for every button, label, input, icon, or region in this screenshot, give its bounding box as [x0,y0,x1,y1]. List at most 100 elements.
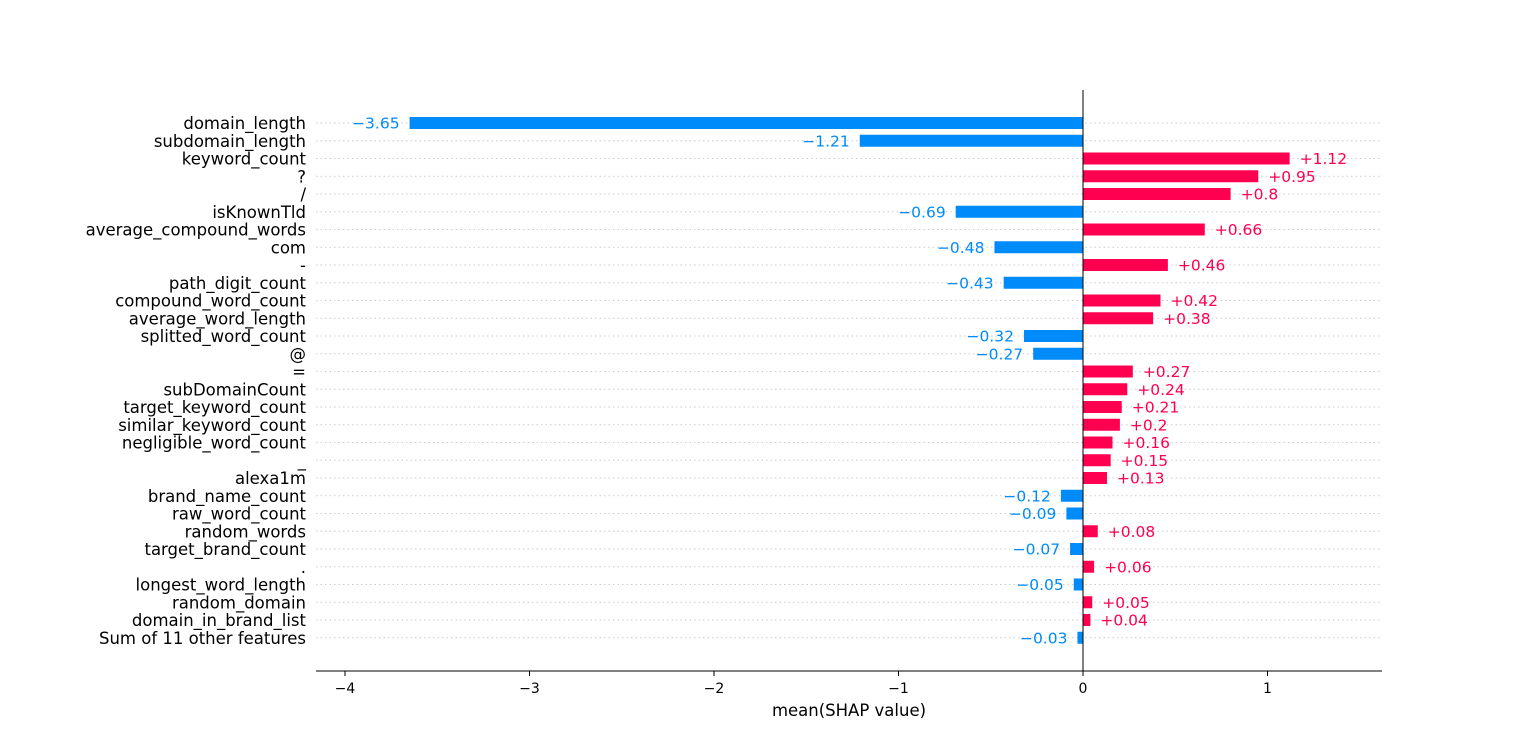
x-tick-label: −4 [335,681,356,697]
feature-label: ? [297,167,306,186]
value-label: +1.12 [1300,150,1348,168]
bar-subdomain-length [859,134,1083,147]
feature-label: splitted_word_count [141,327,307,347]
bar-raw-word-count [1066,507,1083,520]
value-label: +0.21 [1132,399,1180,417]
bar-similar-keyword-count [1083,418,1120,431]
bar-splitted-word-count [1023,330,1083,342]
value-label: +0.46 [1178,257,1226,275]
value-label: +0.05 [1102,594,1150,612]
x-tick-label: −2 [704,681,725,697]
x-tick-label: 1 [1263,681,1272,697]
x-tick-label: 0 [1079,681,1088,697]
feature-label: domain_length [183,114,306,134]
feature-label: random_domain [172,593,306,613]
value-label: −0.48 [937,239,985,257]
x-tick-label: −3 [519,681,540,697]
feature-label: random_words [185,522,306,542]
value-label: +0.08 [1108,523,1156,541]
axis-layer: −4 −3 −2 −1 0 1 [316,90,1382,697]
value-label: +0.16 [1123,434,1171,452]
value-label: +0.8 [1241,186,1279,204]
value-label: −0.32 [966,328,1014,346]
bar-- [1083,170,1259,183]
x-tick-label: −1 [888,681,909,697]
value-label: +0.24 [1137,381,1185,399]
feature-label: _ [297,451,307,471]
feature-label: / [300,185,306,204]
value-label: +0.42 [1170,292,1218,310]
bar-average-compound-words [1083,223,1205,236]
feature-label: @ [290,345,307,364]
feature-label: brand_name_count [148,487,307,507]
value-label: +0.04 [1100,612,1148,630]
bar-target-brand-count [1070,543,1083,555]
label-layer: domain_length −3.65 subdomain_length −1.21 k… [86,114,1348,648]
bar-- [1083,188,1231,200]
value-label: −0.27 [976,345,1024,363]
feature-label: subDomainCount [163,380,306,399]
bar-negligible-word-count [1083,436,1113,449]
value-label: +0.2 [1130,416,1168,434]
feature-label: path_digit_count [169,274,307,294]
value-label: −0.09 [1009,505,1057,523]
bar-target-keyword-count [1083,401,1122,413]
x-axis-title: mean(SHAP value) [772,701,926,720]
bar-domain-in-brand-list [1083,614,1091,626]
feature-label: target_keyword_count [123,398,306,418]
bar-- [1083,365,1133,378]
value-label: −3.65 [352,115,400,133]
grid-layer [316,122,1382,639]
feature-label: subdomain_length [154,132,306,152]
value-label: +0.15 [1121,452,1169,470]
bar-average-word-length [1083,312,1154,325]
feature-label: negligible_word_count [122,434,307,454]
value-label: +0.38 [1163,310,1211,328]
value-label: +0.06 [1104,558,1152,576]
bar-- [1083,454,1111,467]
feature-label: average_compound_words [86,221,306,241]
value-label: −0.69 [898,203,946,221]
feature-label: longest_word_length [136,576,306,596]
bar-brand-name-count [1060,489,1083,502]
bar-- [1083,560,1095,573]
feature-label: keyword_count [182,150,307,170]
bar-domain-length [409,117,1083,129]
feature-label: alexa1m [235,469,306,488]
bar-keyword-count [1083,152,1290,165]
bar-path-digit-count [1003,276,1083,289]
value-label: −0.12 [1003,487,1051,505]
feature-label: compound_word_count [115,292,306,312]
bar-- [1083,259,1168,271]
value-label: −0.07 [1013,541,1061,559]
bar-random-domain [1083,596,1093,609]
feature-label: . [301,558,306,577]
feature-label: target_brand_count [144,540,306,560]
bar-Sum-of-11-other-features [1077,631,1083,644]
value-label: −1.21 [802,132,850,150]
value-label: +0.27 [1143,363,1191,381]
feature-label: raw_word_count [172,505,307,525]
feature-label: = [292,363,306,382]
feature-label: domain_in_brand_list [132,611,307,631]
bar-random-words [1083,525,1098,538]
bar-com [994,241,1083,254]
bar-layer [409,117,1290,644]
bar-longest-word-length [1073,578,1083,591]
bar-compound-word-count [1083,294,1161,307]
feature-label: average_word_length [129,309,306,329]
feature-label: similar_keyword_count [118,416,306,436]
value-label: +0.66 [1215,221,1263,239]
bar-isKnownTld [955,205,1083,218]
bar-- [1033,347,1083,360]
value-label: −0.03 [1020,629,1068,647]
bar-subDomainCount [1083,383,1128,396]
feature-label: Sum of 11 other features [99,629,306,648]
value-label: +0.13 [1117,470,1165,488]
value-label: +0.95 [1268,168,1316,186]
feature-label: - [300,256,306,275]
value-label: −0.05 [1016,576,1064,594]
feature-label: isKnownTld [212,203,306,222]
